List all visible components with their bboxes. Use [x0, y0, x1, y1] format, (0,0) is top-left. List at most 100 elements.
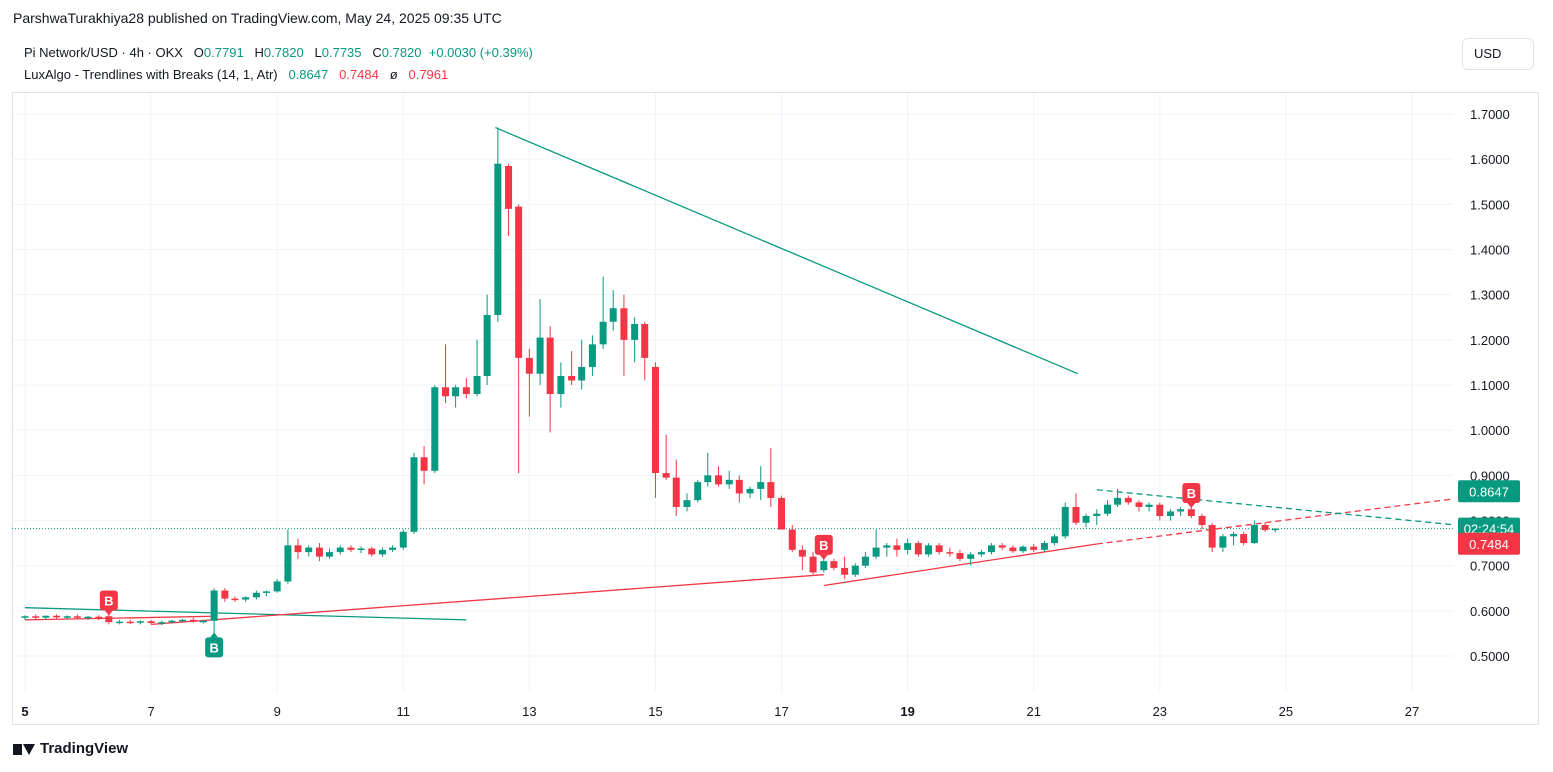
candle-body [735, 479, 743, 494]
trendline [823, 543, 1097, 587]
candle-body [1030, 546, 1038, 550]
candle-body [1082, 515, 1090, 523]
candle-body [651, 366, 659, 474]
candle-body [168, 620, 176, 623]
candle-body [977, 552, 985, 555]
candle-body [851, 565, 859, 575]
price-tag-text: 0.7484 [1469, 537, 1509, 552]
candle-body [305, 547, 313, 553]
break-label-box [99, 590, 118, 611]
candle-body [1230, 534, 1238, 537]
candle-body [1009, 547, 1017, 552]
price-tag-box [1458, 480, 1520, 503]
candle-body [578, 366, 586, 381]
symbol-name[interactable]: Pi Network/USD · 4h · OKX [24, 45, 183, 60]
y-axis-tick-label: 0.6000 [1470, 604, 1510, 619]
indicator-name[interactable]: LuxAlgo - Trendlines with Breaks (14, 1,… [24, 67, 278, 82]
break-label: B [814, 534, 833, 560]
x-axis-tick-label: 5 [21, 704, 28, 719]
candle-body [179, 619, 187, 622]
candle-body [1219, 536, 1227, 548]
break-label-box [1182, 482, 1201, 503]
candle-body [1208, 525, 1216, 548]
currency-button[interactable]: USD [1462, 38, 1534, 70]
x-axis-tick-label: 21 [1026, 704, 1040, 719]
candle-body [672, 477, 680, 507]
candle-body [967, 554, 975, 559]
candle-body [483, 314, 491, 376]
x-axis-tick-label: 25 [1279, 704, 1293, 719]
candle-body [1135, 502, 1143, 507]
candle-body [1156, 504, 1164, 516]
candle-body [525, 357, 533, 374]
y-axis-tick-label: 1.3000 [1470, 288, 1510, 303]
candle-body [946, 552, 954, 554]
candle-body [767, 482, 775, 498]
candle-body [631, 324, 639, 340]
candle-body [442, 387, 450, 397]
y-axis-tick-label: 1.2000 [1470, 333, 1510, 348]
candle-body [242, 597, 250, 600]
candle-body [757, 482, 765, 489]
open-value: 0.7791 [203, 45, 244, 60]
indicator-legend: LuxAlgo - Trendlines with Breaks (14, 1,… [24, 67, 448, 82]
candle-body [63, 616, 71, 618]
high-label: H [254, 45, 264, 60]
break-label: B [1182, 482, 1201, 508]
candle-body [389, 547, 397, 550]
candle-body [956, 553, 964, 559]
candle-body [893, 545, 901, 550]
change-value: +0.0030 (+0.39%) [428, 45, 533, 60]
low-label: L [314, 45, 322, 60]
y-axis-tick-label: 1.7000 [1470, 107, 1510, 122]
candle-body [1040, 543, 1048, 550]
candle-body [798, 549, 806, 557]
plot-layer: B B B B [12, 126, 1453, 658]
trendline [151, 574, 824, 626]
candle-body [1103, 504, 1111, 514]
candle-body [505, 165, 513, 209]
candle-body [715, 475, 722, 485]
candle-body [704, 475, 712, 483]
candle-body [315, 547, 323, 557]
candle-body [1187, 509, 1195, 516]
tradingview-logo[interactable]: TradingView [13, 740, 128, 757]
candle-body [136, 621, 144, 623]
trendline-extension [1096, 489, 1453, 526]
candle-body [21, 616, 29, 618]
candle-body [924, 545, 932, 555]
candle-body [336, 547, 344, 553]
indicator-separator: ø [389, 67, 398, 82]
candle-body [841, 567, 849, 575]
candle-body [599, 321, 607, 345]
candle-body [357, 548, 365, 551]
break-label-text: B [1187, 486, 1196, 501]
trendline [495, 126, 1079, 375]
candle-body [1072, 506, 1080, 523]
candle-body [262, 591, 270, 593]
break-label-pointer [819, 554, 828, 560]
candle-body [210, 590, 218, 621]
candle-body [914, 543, 922, 555]
candle-body [904, 543, 912, 550]
candle-body [399, 531, 407, 548]
candle-body [536, 337, 544, 374]
break-label-box [814, 534, 833, 555]
low-value: 0.7735 [321, 45, 362, 60]
candle-body [546, 337, 554, 395]
x-axis-tick-label: 15 [648, 704, 662, 719]
candle-body [95, 616, 103, 619]
price-tag-box [1458, 532, 1520, 555]
candle-body [1051, 536, 1059, 544]
x-axis-tick-label: 23 [1153, 704, 1167, 719]
candle-body [1061, 506, 1069, 537]
candle-body [473, 375, 481, 395]
candle-body [641, 324, 649, 358]
open-label: O [193, 45, 204, 60]
y-axis-tick-label: 1.1000 [1470, 378, 1510, 393]
candle-body [683, 500, 691, 507]
candle-body [284, 545, 292, 582]
candle-body [861, 556, 869, 566]
candle-body [588, 344, 596, 367]
